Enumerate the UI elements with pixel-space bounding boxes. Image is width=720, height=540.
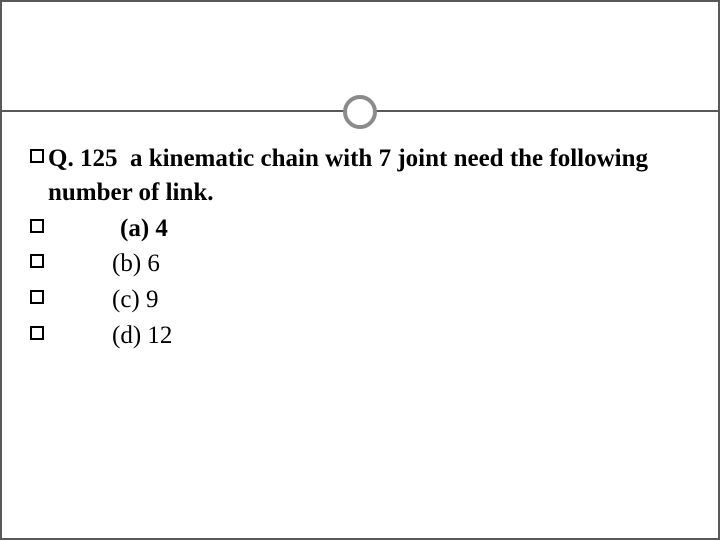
option-label: (a) 4	[120, 212, 168, 246]
slide-container: Q. 125 a kinematic chain with 7 joint ne…	[0, 0, 720, 540]
question-label: Q. 125	[48, 145, 117, 172]
question-row: Q. 125 a kinematic chain with 7 joint ne…	[30, 142, 690, 210]
option-row: (a) 4	[30, 212, 690, 246]
question-body: a kinematic chain with 7 joint need the …	[48, 145, 648, 206]
option-label: (c) 9	[112, 283, 159, 317]
square-bullet-icon	[30, 219, 44, 233]
slide-content: Q. 125 a kinematic chain with 7 joint ne…	[2, 112, 718, 373]
divider-ornament-icon	[343, 95, 377, 129]
option-row: (c) 9	[30, 283, 690, 317]
option-label: (b) 6	[112, 247, 160, 281]
option-row: (b) 6	[30, 247, 690, 281]
option-label: (d) 12	[112, 319, 172, 353]
option-row: (d) 12	[30, 319, 690, 353]
square-bullet-icon	[30, 326, 44, 340]
square-bullet-icon	[30, 290, 44, 304]
square-bullet-icon	[30, 254, 44, 268]
question-text: Q. 125 a kinematic chain with 7 joint ne…	[48, 142, 690, 210]
square-bullet-icon	[30, 149, 44, 163]
